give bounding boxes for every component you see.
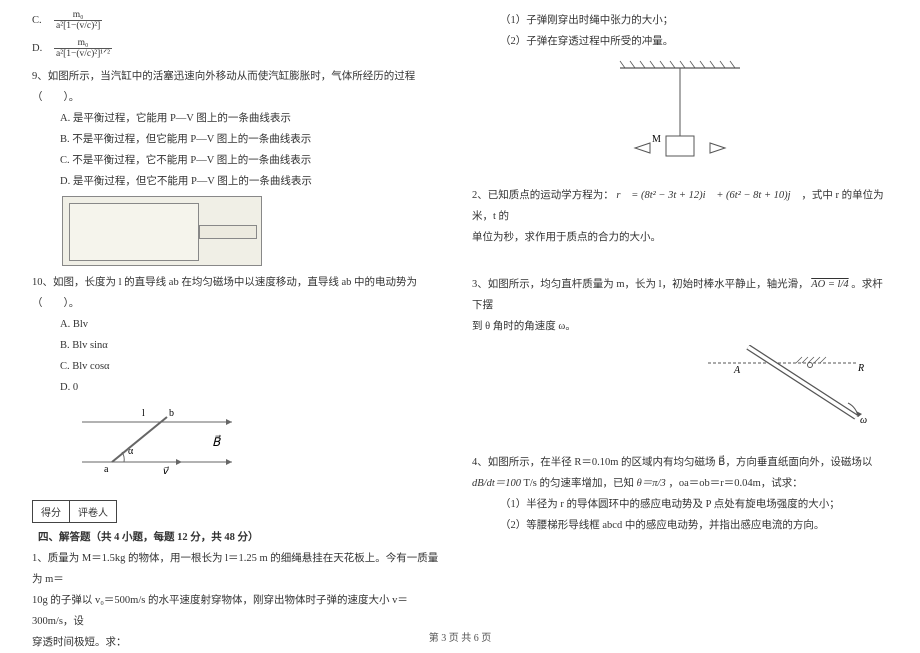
opt-d-fraction: m₀ a²[1−(v/c)²]¹ᐟ² [54,38,112,60]
q9-opt-c: C. 不是平衡过程，它不能用 P—V 图上的一条曲线表示 [32,150,448,171]
q1-sub1: （1）子弹刚穿出时绳中张力的大小； [472,10,888,31]
q4-a: 4、如图所示，在半径 R＝0.10m 的区域内有均匀磁场 B⃗，方向垂直纸面向外… [472,452,888,473]
rod-R: R [857,363,864,374]
section-4-title: 四、解答题（共 4 小题，每题 12 分，共 48 分） [38,532,259,543]
q3-line1: 3、如图所示，均匀直杆质量为 m，长为 l，初始时棒水平静止，轴光滑， AO =… [472,274,888,316]
rod-A: A [733,365,741,376]
page-footer: 第 3 页 共 6 页 [0,629,920,644]
q2-a: 2、已知质点的运动学方程为： [472,190,614,201]
q10-opt-d: D. 0 [32,377,448,398]
q9-opt-d: D. 是平衡过程，但它不能用 P—V 图上的一条曲线表示 [32,171,448,192]
q4-c: T/s 的匀速率增加，已知 [523,478,634,489]
opt-d-prefix: D. [32,43,54,54]
q10-opt-b: B. Blv sinα [32,335,448,356]
rod-figure: A R ω [688,345,878,430]
q10-opt-a: A. Blv [32,314,448,335]
q9-opt-b: B. 不是平衡过程，但它能用 P—V 图上的一条曲线表示 [32,129,448,150]
q9-opt-a: A. 是平衡过程，它能用 P—V 图上的一条曲线表示 [32,108,448,129]
solve-q1-b: 10g 的子弹以 v₀＝500m/s 的水平速度射穿物体，刚穿出物体时子弹的速度… [32,590,448,632]
fig-label-a: a [104,464,109,475]
score-cell-1: 得分 [33,501,70,522]
q10-opt-c: C. Blv cosα [32,356,448,377]
q9-stem: 9、如图所示，当汽缸中的活塞迅速向外移动从而使汽缸膨胀时，气体所经历的过程（ ）… [32,66,448,108]
q3-b: 到 θ 角时的角速度 ω。 [472,316,888,337]
q4-d: θ＝π/3 [637,478,666,489]
q10-stem: 10、如图，长度为 l 的直导线 ab 在均匀磁场中以速度移动，直导线 ab 中… [32,272,448,314]
q4-line2: dB/dt＝100 T/s 的匀速率增加，已知 θ＝π/3 ，oa＝ob＝r＝0… [472,473,888,494]
q4-b: dB/dt＝100 [472,478,521,489]
score-box: 得分 评卷人 [32,500,117,523]
q4-e: ，oa＝ob＝r＝0.04m，试求： [668,478,802,489]
piston-figure [62,196,262,266]
score-row: 得分 评卷人 [32,486,448,523]
fig-label-v: v⃗ [162,466,169,477]
q8-option-c: C. m₀ a²[1−(v/c)²] [32,10,448,32]
opt-c-prefix: C. [32,15,54,26]
fig-M-label: M [652,134,661,145]
opt-c-fraction: m₀ a²[1−(v/c)²] [54,10,102,32]
fig-label-b: b [169,408,174,419]
magnetic-field-figure: l a b α v⃗ B⃗ [72,402,242,482]
ceiling-figure: M [580,56,780,171]
q2-formula: r⃗ = (8t² − 3t + 12)i⃗ + (6t² − 8t + 10)… [616,190,798,201]
left-column: C. m₀ a²[1−(v/c)²] D. m₀ a²[1−(v/c)²]¹ᐟ²… [20,10,460,620]
rod-omega: ω [860,415,867,426]
q3-a: 3、如图所示，均匀直杆质量为 m，长为 l，初始时棒水平静止，轴光滑， [472,279,809,290]
q2-c: 单位为秒，求作用于质点的合力的大小。 [472,227,888,248]
q1-sub2: （2）子弹在穿透过程中所受的冲量。 [472,31,888,52]
q3-formula: AO = l/4 [811,279,848,290]
q8-option-d: D. m₀ a²[1−(v/c)²]¹ᐟ² [32,38,448,60]
fig-label-B: B⃗ [212,434,221,449]
fig-label-l: l [142,408,145,419]
solve-q1-a: 1、质量为 M＝1.5kg 的物体，用一根长为 l＝1.25 m 的细绳悬挂在天… [32,548,448,590]
fig-label-alpha: α [128,446,134,457]
score-cell-2: 评卷人 [70,501,116,522]
q4-sub2: （2）等腰梯形导线框 abcd 中的感应电动势，并指出感应电流的方向。 [472,515,888,536]
right-column: （1）子弹刚穿出时绳中张力的大小； （2）子弹在穿透过程中所受的冲量。 M 2、… [460,10,900,620]
q4-sub1: （1）半径为 r 的导体圆环中的感应电动势及 P 点处有旋电场强度的大小； [472,494,888,515]
q2-line: 2、已知质点的运动学方程为： r⃗ = (8t² − 3t + 12)i⃗ + … [472,185,888,227]
